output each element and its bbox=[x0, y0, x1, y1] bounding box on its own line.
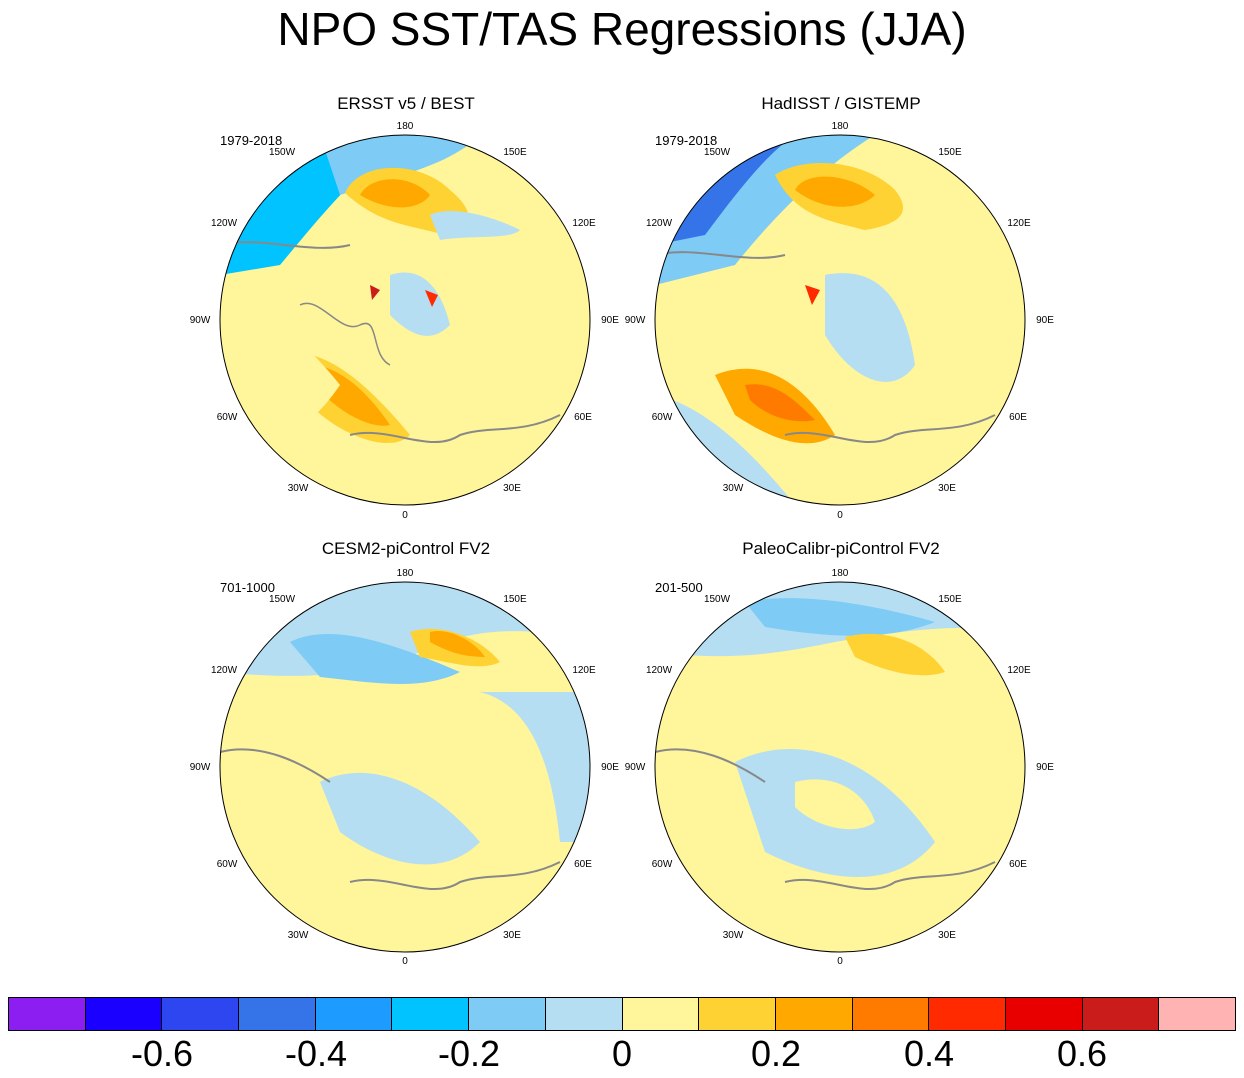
lon-label: 180 bbox=[831, 568, 849, 579]
colorbar-label: 0 bbox=[611, 1033, 633, 1074]
polar-map-2 bbox=[654, 134, 1026, 506]
panel-title-1: ERSST v5 / BEST bbox=[337, 94, 475, 113]
lon-label: 150E bbox=[503, 594, 527, 605]
panel-period-1: 1979-2018 bbox=[220, 133, 283, 148]
colorbar-swatch-4 bbox=[315, 998, 393, 1030]
colorbar-swatch-8 bbox=[622, 998, 700, 1030]
colorbar-label: -0.4 bbox=[284, 1033, 348, 1074]
lon-label: 60W bbox=[216, 412, 238, 423]
lon-label: 30E bbox=[503, 483, 521, 494]
lon-label: 120W bbox=[210, 665, 238, 676]
lon-label: 150W bbox=[703, 594, 731, 605]
colorbar-label: 0.6 bbox=[1056, 1033, 1108, 1074]
lon-label: 150E bbox=[503, 147, 527, 158]
lon-label: 30E bbox=[938, 483, 956, 494]
lon-label: 30W bbox=[287, 930, 309, 941]
colorbar-swatch-1 bbox=[85, 998, 163, 1030]
colorbar bbox=[8, 997, 1236, 1031]
lon-label: 0 bbox=[402, 510, 408, 521]
lon-label: 60E bbox=[1009, 412, 1027, 423]
lon-label: 60W bbox=[651, 412, 673, 423]
polar-map-4 bbox=[654, 581, 1026, 953]
lon-label: 0 bbox=[837, 510, 843, 521]
lon-label: 180 bbox=[831, 121, 849, 132]
lon-label: 0 bbox=[837, 956, 843, 967]
lon-label: 90E bbox=[601, 315, 619, 326]
lon-label: 90E bbox=[1036, 762, 1054, 773]
lon-label: 90E bbox=[1036, 315, 1054, 326]
lon-label: 120W bbox=[645, 665, 673, 676]
lon-label: 30E bbox=[503, 930, 521, 941]
colorbar-swatch-3 bbox=[239, 998, 316, 1030]
colorbar-swatch-12 bbox=[929, 998, 1006, 1030]
colorbar-swatch-0 bbox=[9, 998, 86, 1030]
colorbar-swatch-13 bbox=[1005, 998, 1083, 1030]
lon-label: 150W bbox=[703, 147, 731, 158]
colorbar-swatch-2 bbox=[162, 998, 240, 1030]
lon-label: 120E bbox=[1007, 665, 1031, 676]
polar-map-3 bbox=[219, 581, 591, 953]
lon-label: 90W bbox=[189, 315, 211, 326]
polar-map-1 bbox=[219, 134, 591, 506]
lon-label: 60E bbox=[574, 859, 592, 870]
colorbar-label: 0.4 bbox=[903, 1033, 955, 1074]
colorbar-label: -0.6 bbox=[130, 1033, 194, 1074]
lon-label: 90W bbox=[624, 762, 646, 773]
panel-title-4: PaleoCalibr-piControl FV2 bbox=[742, 539, 940, 558]
colorbar-swatch-15 bbox=[1159, 998, 1235, 1030]
main-title: NPO SST/TAS Regressions (JJA) bbox=[277, 3, 967, 55]
panel-title-2: HadISST / GISTEMP bbox=[761, 94, 921, 113]
lon-label: 90W bbox=[189, 762, 211, 773]
colorbar-swatch-14 bbox=[1082, 998, 1160, 1030]
lon-label: 150E bbox=[938, 147, 962, 158]
lon-label: 60W bbox=[216, 859, 238, 870]
lon-label: 90W bbox=[624, 315, 646, 326]
colorbar-swatch-9 bbox=[699, 998, 776, 1030]
lon-label: 30W bbox=[287, 483, 309, 494]
lon-label: 60E bbox=[574, 412, 592, 423]
lon-label: 120E bbox=[1007, 218, 1031, 229]
panel-period-3: 701-1000 bbox=[220, 580, 275, 595]
lon-label: 90E bbox=[601, 762, 619, 773]
colorbar-swatch-11 bbox=[852, 998, 930, 1030]
colorbar-label: 0.2 bbox=[750, 1033, 802, 1074]
lon-label: 180 bbox=[396, 568, 414, 579]
lon-label: 30E bbox=[938, 930, 956, 941]
lon-label: 60W bbox=[651, 859, 673, 870]
lon-label: 30W bbox=[722, 930, 744, 941]
panel-period-4: 201-500 bbox=[655, 580, 703, 595]
lon-label: 180 bbox=[396, 121, 414, 132]
lon-label: 150E bbox=[938, 594, 962, 605]
panel-title-3: CESM2-piControl FV2 bbox=[321, 539, 491, 558]
panel-period-2: 1979-2018 bbox=[655, 133, 718, 148]
lon-label: 120E bbox=[572, 665, 596, 676]
lon-label: 150W bbox=[268, 594, 296, 605]
colorbar-label: -0.2 bbox=[437, 1033, 501, 1074]
lon-label: 120W bbox=[645, 218, 673, 229]
colorbar-swatch-7 bbox=[545, 998, 623, 1030]
colorbar-swatch-6 bbox=[469, 998, 546, 1030]
colorbar-swatch-10 bbox=[775, 998, 853, 1030]
lon-label: 150W bbox=[268, 147, 296, 158]
colorbar-swatch-5 bbox=[392, 998, 470, 1030]
lon-label: 0 bbox=[402, 956, 408, 967]
lon-label: 30W bbox=[722, 483, 744, 494]
lon-label: 60E bbox=[1009, 859, 1027, 870]
lon-label: 120E bbox=[572, 218, 596, 229]
lon-label: 120W bbox=[210, 218, 238, 229]
